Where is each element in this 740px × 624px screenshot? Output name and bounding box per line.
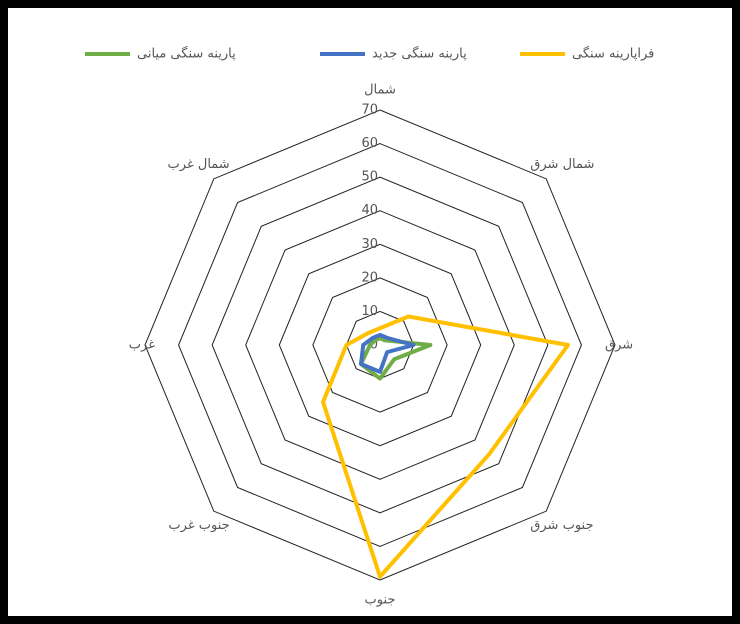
category-label: شمال غرب	[168, 157, 230, 172]
legend-label: پارینه سنگی میانی	[137, 46, 236, 62]
grid-line	[178, 143, 582, 547]
grid-line	[211, 176, 549, 514]
category-label: جنوب شرق	[530, 518, 593, 533]
category-label: شمال شرق	[530, 157, 594, 172]
category-label: جنوب	[365, 593, 396, 608]
legend-label: فراپارینه سنگی	[572, 46, 654, 62]
r-tick-label: 30	[361, 237, 378, 252]
r-tick-label: 10	[361, 304, 378, 319]
grid-line	[245, 210, 515, 480]
r-tick-label: 20	[361, 270, 378, 285]
category-label: شمال	[364, 83, 396, 98]
legend-label: پارینه سنگی جدید	[372, 46, 467, 62]
category-label: غرب	[129, 338, 155, 353]
category-label: جنوب غرب	[168, 518, 229, 533]
grid-line	[312, 277, 448, 413]
grid-line	[144, 109, 616, 581]
r-tick-label: 40	[361, 203, 378, 218]
series-line	[321, 314, 570, 579]
r-tick-label: 60	[361, 136, 378, 151]
r-tick-label: 50	[361, 170, 378, 185]
series-line	[359, 332, 416, 374]
r-tick-label: 0	[370, 338, 378, 353]
grid-line	[278, 243, 482, 447]
category-label: شرق	[605, 338, 633, 353]
r-tick-label: 70	[361, 103, 378, 118]
